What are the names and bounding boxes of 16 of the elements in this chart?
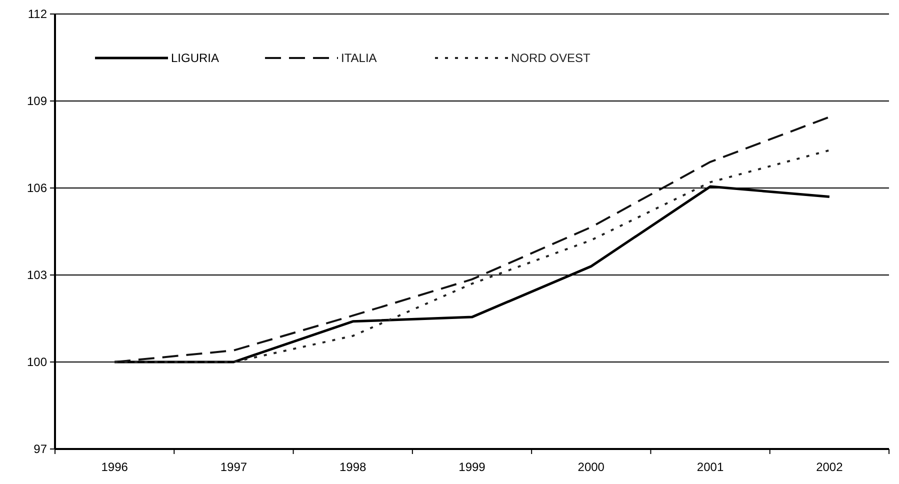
y-tick-label: 109 (26, 94, 48, 108)
x-tick-label: 2002 (816, 460, 844, 474)
y-tick-label: 112 (28, 7, 48, 22)
text: ITALIA (341, 51, 377, 66)
x-tick-label: 1998 (340, 460, 367, 474)
x-tick-label: 1999 (458, 460, 486, 474)
text: NORD OVEST (511, 51, 592, 66)
text: LIGURIA (171, 51, 220, 66)
x-tick-label: 1996 (101, 460, 128, 474)
x-tick-label: 2001 (696, 460, 724, 474)
y-tick-label: 100 (26, 355, 48, 370)
y-tick-label: 103 (26, 268, 48, 282)
x-tick-label: 1997 (220, 460, 248, 474)
x-tick-label: 2000 (578, 460, 605, 474)
y-tick-label: 97 (34, 442, 48, 456)
y-tick-label: 106 (26, 181, 48, 196)
